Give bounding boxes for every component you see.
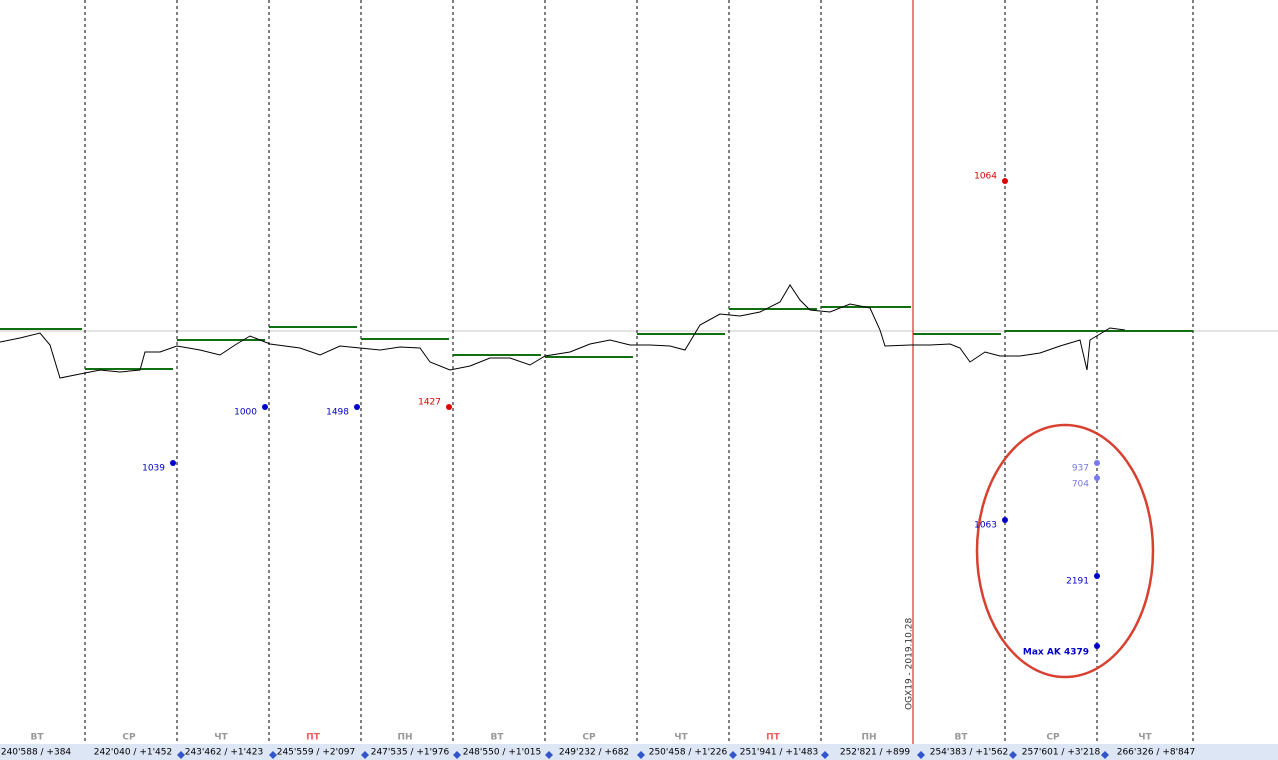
day-summary: 257'601 / +3'218	[1022, 748, 1101, 758]
day-summary: 254'383 / +1'562	[930, 748, 1009, 758]
footer-diamond	[545, 751, 553, 759]
price-line	[0, 284, 1126, 379]
weekday-label: ЧТ	[214, 733, 228, 743]
footer-bar	[0, 744, 1278, 760]
annotation-dot	[262, 404, 268, 410]
day-summary: 248'550 / +1'015	[463, 748, 542, 758]
day-summary: 245'559 / +2'097	[277, 748, 356, 758]
day-dividers	[84, 0, 1194, 744]
footer-diamond	[917, 751, 925, 759]
annotation-dot	[446, 404, 452, 410]
weekday-label: ВТ	[491, 733, 505, 743]
weekday-label: ЧТ	[674, 733, 688, 743]
annotations: 1039 1000 1498 1427 1064 1063 937 704 2191 Max AK…	[142, 172, 1100, 658]
footer-diamond	[637, 751, 645, 759]
annotation-label: 1063	[974, 521, 997, 531]
annotation-dot	[1094, 573, 1100, 579]
footer-diamond	[269, 751, 277, 759]
footer-diamond	[1101, 751, 1109, 759]
annotation-dot	[1002, 178, 1008, 184]
footer-diamond	[729, 751, 737, 759]
weekday-label: СР	[122, 733, 136, 743]
weekday-label: ПТ	[766, 733, 781, 743]
weekday-label: ВТ	[31, 733, 45, 743]
annotation-dot	[170, 460, 176, 466]
annotation-label: Max AK 4379	[1023, 648, 1089, 658]
annotation-dot	[1094, 460, 1100, 466]
annotation-label: 1064	[974, 172, 997, 182]
day-summary: 247'535 / +1'976	[371, 748, 450, 758]
days: ВТ 240'588 / +384 СР 242'040 / +1'452 ЧТ 243'…	[1, 733, 1196, 759]
day-summary: 250'458 / +1'226	[649, 748, 728, 758]
annotation-label: 1039	[142, 464, 165, 474]
annotation-dot	[354, 404, 360, 410]
day-summary: 266'326 / +8'847	[1117, 748, 1196, 758]
annotation-dot	[1094, 643, 1100, 649]
annotation-label: 2191	[1066, 577, 1089, 587]
weekday-label: ПН	[397, 733, 412, 743]
footer-diamond	[1009, 751, 1017, 759]
day-summary: 243'462 / +1'423	[185, 748, 264, 758]
annotation-label: 1000	[234, 408, 257, 418]
weekday-label: СР	[582, 733, 596, 743]
annotation-label: 1427	[418, 398, 441, 408]
day-summary: 242'040 / +1'452	[94, 748, 173, 758]
day-levels	[0, 306, 1193, 370]
footer-diamond	[361, 751, 369, 759]
annotation-label: 704	[1072, 480, 1089, 490]
day-summary: 252'821 / +899	[840, 748, 911, 758]
expiry-label: OGX19 - 2019.10.28	[905, 618, 915, 710]
day-summary: 249'232 / +682	[559, 748, 629, 758]
day-summary: 251'941 / +1'483	[740, 748, 819, 758]
weekday-label: ПТ	[306, 733, 321, 743]
annotation-label: 1498	[326, 408, 349, 418]
weekday-label: ПН	[861, 733, 876, 743]
annotation-label: 937	[1072, 464, 1089, 474]
annotation-dot	[1002, 517, 1008, 523]
weekday-label: ЧТ	[1138, 733, 1152, 743]
weekday-label: СР	[1046, 733, 1060, 743]
footer-diamond	[821, 751, 829, 759]
annotation-dot	[1094, 475, 1100, 481]
day-summary: 240'588 / +384	[1, 748, 72, 758]
footer-diamond	[177, 751, 185, 759]
highlight-ellipse	[975, 423, 1155, 679]
weekday-label: ВТ	[955, 733, 969, 743]
footer-diamond	[453, 751, 461, 759]
